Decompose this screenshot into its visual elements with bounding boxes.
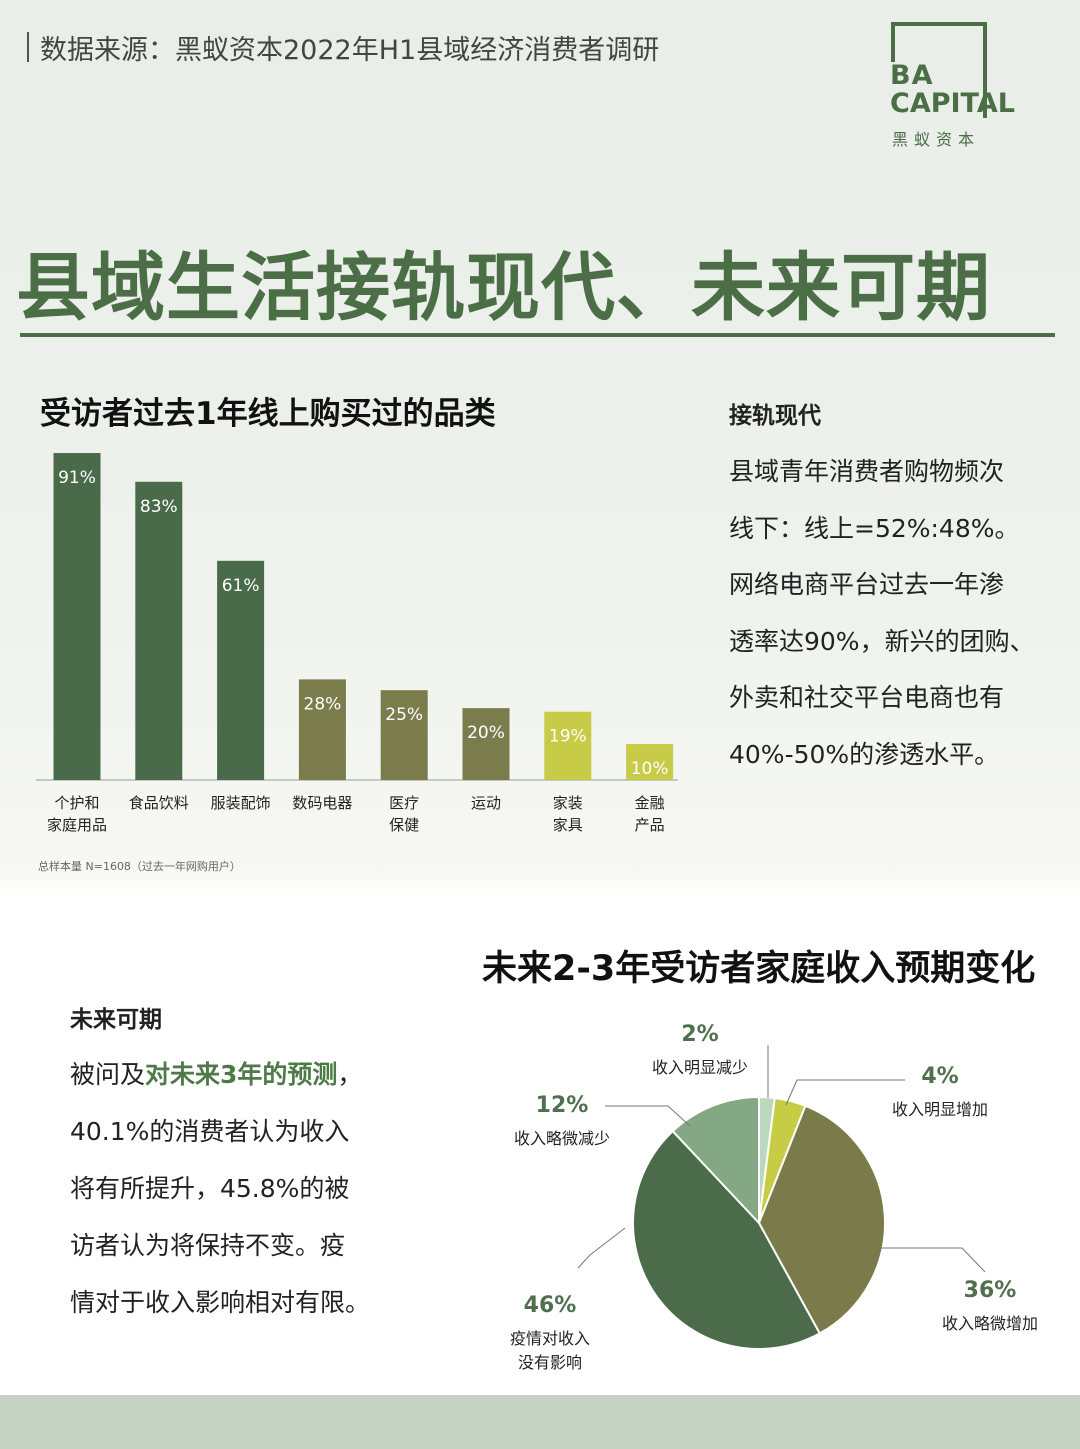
slice-label: 收入略微增加 <box>941 1314 1038 1333</box>
value-label: 19% <box>549 727 587 747</box>
x-tick-label: 家装 家具 <box>552 794 583 834</box>
leader-line <box>785 1079 905 1106</box>
side-text: 情对于收入影响相对有限。 <box>70 1288 371 1317</box>
logo-frame <box>891 22 987 118</box>
pie-slice <box>757 1104 886 1335</box>
side-text: 外卖和社交平台电商也有 <box>729 683 1005 712</box>
slice-label: 疫情对收入 没有影响 <box>509 1329 590 1372</box>
pie-slice <box>671 1095 760 1226</box>
side-text: 线下：线上=52%:48%。 <box>729 513 1020 543</box>
side-text-line: 访者认为将保持不变。疫 <box>70 1226 345 1262</box>
bar <box>380 690 428 780</box>
bar <box>298 679 346 780</box>
bar <box>462 708 510 780</box>
side-text: 40.1%的消费者认为收入 <box>70 1117 350 1146</box>
side-text: 40%-50%的渗透水平。 <box>729 739 1000 769</box>
value-label: 2% <box>681 1022 719 1047</box>
note: 总样本量 N=1608（过去一年网购用户） <box>38 860 241 873</box>
x-tick-label: 金融 产品 <box>634 794 665 834</box>
side-heading: 未来可期 <box>70 1007 162 1033</box>
side-text: ， <box>337 1060 363 1089</box>
value-label: 4% <box>921 1064 959 1089</box>
leader-line <box>577 1227 626 1269</box>
bar <box>626 744 674 780</box>
chart-title: 未来2-3年受访者家庭收入预期变化 <box>482 949 1036 989</box>
value-label: 46% <box>523 1293 577 1318</box>
value-label: 20% <box>467 723 505 743</box>
pie-slice <box>632 1129 822 1350</box>
main-title: 县域生活接轨现代、未来可期 <box>16 245 991 331</box>
value-label: 10% <box>631 759 669 779</box>
side-text: 县域青年消费者购物频次 <box>729 457 1005 486</box>
value-label: 83% <box>140 497 178 517</box>
x-tick-label: 医疗 保健 <box>389 794 420 834</box>
chart-title: 受访者过去1年线上购买过的品类 <box>40 396 496 432</box>
value-label: 36% <box>963 1278 1017 1303</box>
leader-line <box>878 1247 986 1273</box>
side-text: 被问及 <box>70 1060 146 1089</box>
x-tick-label: 服装配饰 <box>210 794 271 812</box>
side-text: 透率达90%，新兴的团购、 <box>729 626 1035 656</box>
source: 数据来源：黑蚁资本2022年H1县域经济消费者调研 <box>40 35 660 66</box>
side-text: 访者认为将保持不变。疫 <box>70 1231 346 1260</box>
value-label: 91% <box>58 468 96 488</box>
value-label: 28% <box>304 694 342 714</box>
x-tick-label: 食品饮料 <box>128 794 189 812</box>
side-text-line: 40.1%的消费者认为收入 <box>70 1112 349 1148</box>
side-text: 网络电商平台过去一年渗 <box>729 570 1005 599</box>
x-tick-label: 数码电器 <box>292 794 353 812</box>
x-tick-label: 运动 <box>470 794 501 812</box>
side-text-line: 将有所提升，45.8%的被 <box>70 1169 349 1205</box>
slice-label: 收入明显增加 <box>891 1100 988 1119</box>
value-label: 61% <box>222 576 260 596</box>
slice-label: 收入明显减少 <box>651 1058 748 1077</box>
bar <box>217 560 265 780</box>
value-label: 12% <box>535 1093 589 1118</box>
logo: CAPITAL <box>890 88 1015 119</box>
leader-line <box>605 1105 691 1127</box>
side-text-line: 被问及对未来3年的预测， <box>70 1055 362 1091</box>
bar <box>135 481 183 780</box>
side-text-line: 情对于收入影响相对有限。 <box>70 1283 370 1319</box>
side-text: 对未来3年的预测 <box>145 1060 338 1089</box>
logo-cn: 黑蚁资本 <box>892 130 981 149</box>
side-text: 将有所提升，45.8%的被 <box>70 1174 350 1203</box>
value-label: 25% <box>385 705 423 725</box>
footer-band <box>0 1395 1080 1449</box>
slice-label: 收入略微减少 <box>513 1129 610 1148</box>
bar <box>53 453 101 780</box>
x-tick-label: 个护和 家庭用品 <box>46 794 107 834</box>
side-heading: 接轨现代 <box>729 403 821 429</box>
bar <box>544 711 592 780</box>
logo: BA <box>890 60 934 91</box>
